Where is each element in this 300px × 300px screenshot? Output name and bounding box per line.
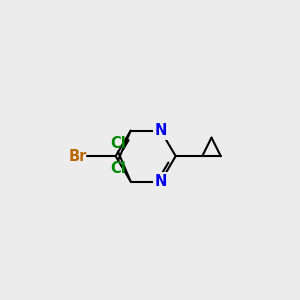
Text: Cl: Cl	[110, 161, 126, 176]
Text: Br: Br	[68, 148, 87, 164]
Text: N: N	[154, 174, 167, 189]
Text: Cl: Cl	[110, 136, 126, 152]
Text: N: N	[154, 123, 167, 138]
